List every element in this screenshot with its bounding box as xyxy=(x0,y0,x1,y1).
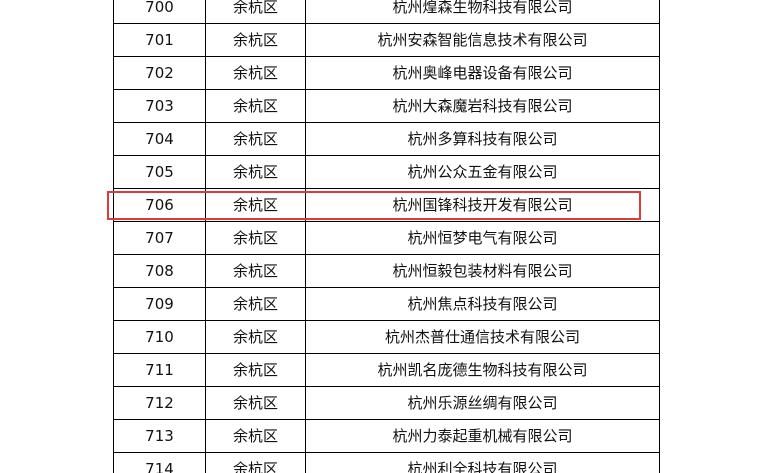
company-name: 杭州恒毅包装材料有限公司 xyxy=(305,255,660,287)
district: 余杭区 xyxy=(205,288,305,320)
district: 余杭区 xyxy=(205,24,305,56)
table-row: 711 余杭区 杭州凯名庞德生物科技有限公司 xyxy=(113,354,660,387)
company-name: 杭州安森智能信息技术有限公司 xyxy=(305,24,660,56)
district: 余杭区 xyxy=(205,387,305,419)
highlight-box xyxy=(107,191,641,220)
table-row: 701 余杭区 杭州安森智能信息技术有限公司 xyxy=(113,24,660,57)
table-row: 702 余杭区 杭州奥峰电器设备有限公司 xyxy=(113,57,660,90)
table-row: 704 余杭区 杭州多算科技有限公司 xyxy=(113,123,660,156)
district: 余杭区 xyxy=(205,57,305,89)
district: 余杭区 xyxy=(205,255,305,287)
company-name: 杭州利全科技有限公司 xyxy=(305,453,660,473)
table-row: 714 余杭区 杭州利全科技有限公司 xyxy=(113,453,660,473)
company-name: 杭州奥峰电器设备有限公司 xyxy=(305,57,660,89)
table-row: 710 余杭区 杭州杰普仕通信技术有限公司 xyxy=(113,321,660,354)
row-number: 712 xyxy=(113,387,205,419)
row-number: 701 xyxy=(113,24,205,56)
row-number: 711 xyxy=(113,354,205,386)
district: 余杭区 xyxy=(205,354,305,386)
row-number: 703 xyxy=(113,90,205,122)
row-number: 713 xyxy=(113,420,205,452)
table-row: 709 余杭区 杭州焦点科技有限公司 xyxy=(113,288,660,321)
company-name: 杭州乐源丝绸有限公司 xyxy=(305,387,660,419)
table-row: 705 余杭区 杭州公众五金有限公司 xyxy=(113,156,660,189)
company-name: 杭州煌森生物科技有限公司 xyxy=(305,0,660,23)
table-row: 706 余杭区 杭州国锋科技开发有限公司 xyxy=(113,189,660,222)
company-name: 杭州大森魔岩科技有限公司 xyxy=(305,90,660,122)
table-row: 707 余杭区 杭州恒梦电气有限公司 xyxy=(113,222,660,255)
company-name: 杭州焦点科技有限公司 xyxy=(305,288,660,320)
row-number: 708 xyxy=(113,255,205,287)
company-name: 杭州杰普仕通信技术有限公司 xyxy=(305,321,660,353)
district: 余杭区 xyxy=(205,123,305,155)
row-number: 704 xyxy=(113,123,205,155)
company-name: 杭州国锋科技开发有限公司 xyxy=(305,189,660,221)
district: 余杭区 xyxy=(205,321,305,353)
row-number: 709 xyxy=(113,288,205,320)
row-number: 710 xyxy=(113,321,205,353)
row-number: 707 xyxy=(113,222,205,254)
row-number: 714 xyxy=(113,453,205,473)
table-row: 712 余杭区 杭州乐源丝绸有限公司 xyxy=(113,387,660,420)
row-number: 706 xyxy=(113,189,205,221)
company-name: 杭州凯名庞德生物科技有限公司 xyxy=(305,354,660,386)
district: 余杭区 xyxy=(205,420,305,452)
row-number: 705 xyxy=(113,156,205,188)
company-name: 杭州多算科技有限公司 xyxy=(305,123,660,155)
row-number: 700 xyxy=(113,0,205,23)
table-row: 700 余杭区 杭州煌森生物科技有限公司 xyxy=(113,0,660,24)
district: 余杭区 xyxy=(205,222,305,254)
district: 余杭区 xyxy=(205,453,305,473)
company-name: 杭州恒梦电气有限公司 xyxy=(305,222,660,254)
table-row: 708 余杭区 杭州恒毅包装材料有限公司 xyxy=(113,255,660,288)
district: 余杭区 xyxy=(205,90,305,122)
district: 余杭区 xyxy=(205,0,305,23)
table-row: 703 余杭区 杭州大森魔岩科技有限公司 xyxy=(113,90,660,123)
company-name: 杭州公众五金有限公司 xyxy=(305,156,660,188)
company-name: 杭州力泰起重机械有限公司 xyxy=(305,420,660,452)
district: 余杭区 xyxy=(205,189,305,221)
row-number: 702 xyxy=(113,57,205,89)
table-row: 713 余杭区 杭州力泰起重机械有限公司 xyxy=(113,420,660,453)
district: 余杭区 xyxy=(205,156,305,188)
